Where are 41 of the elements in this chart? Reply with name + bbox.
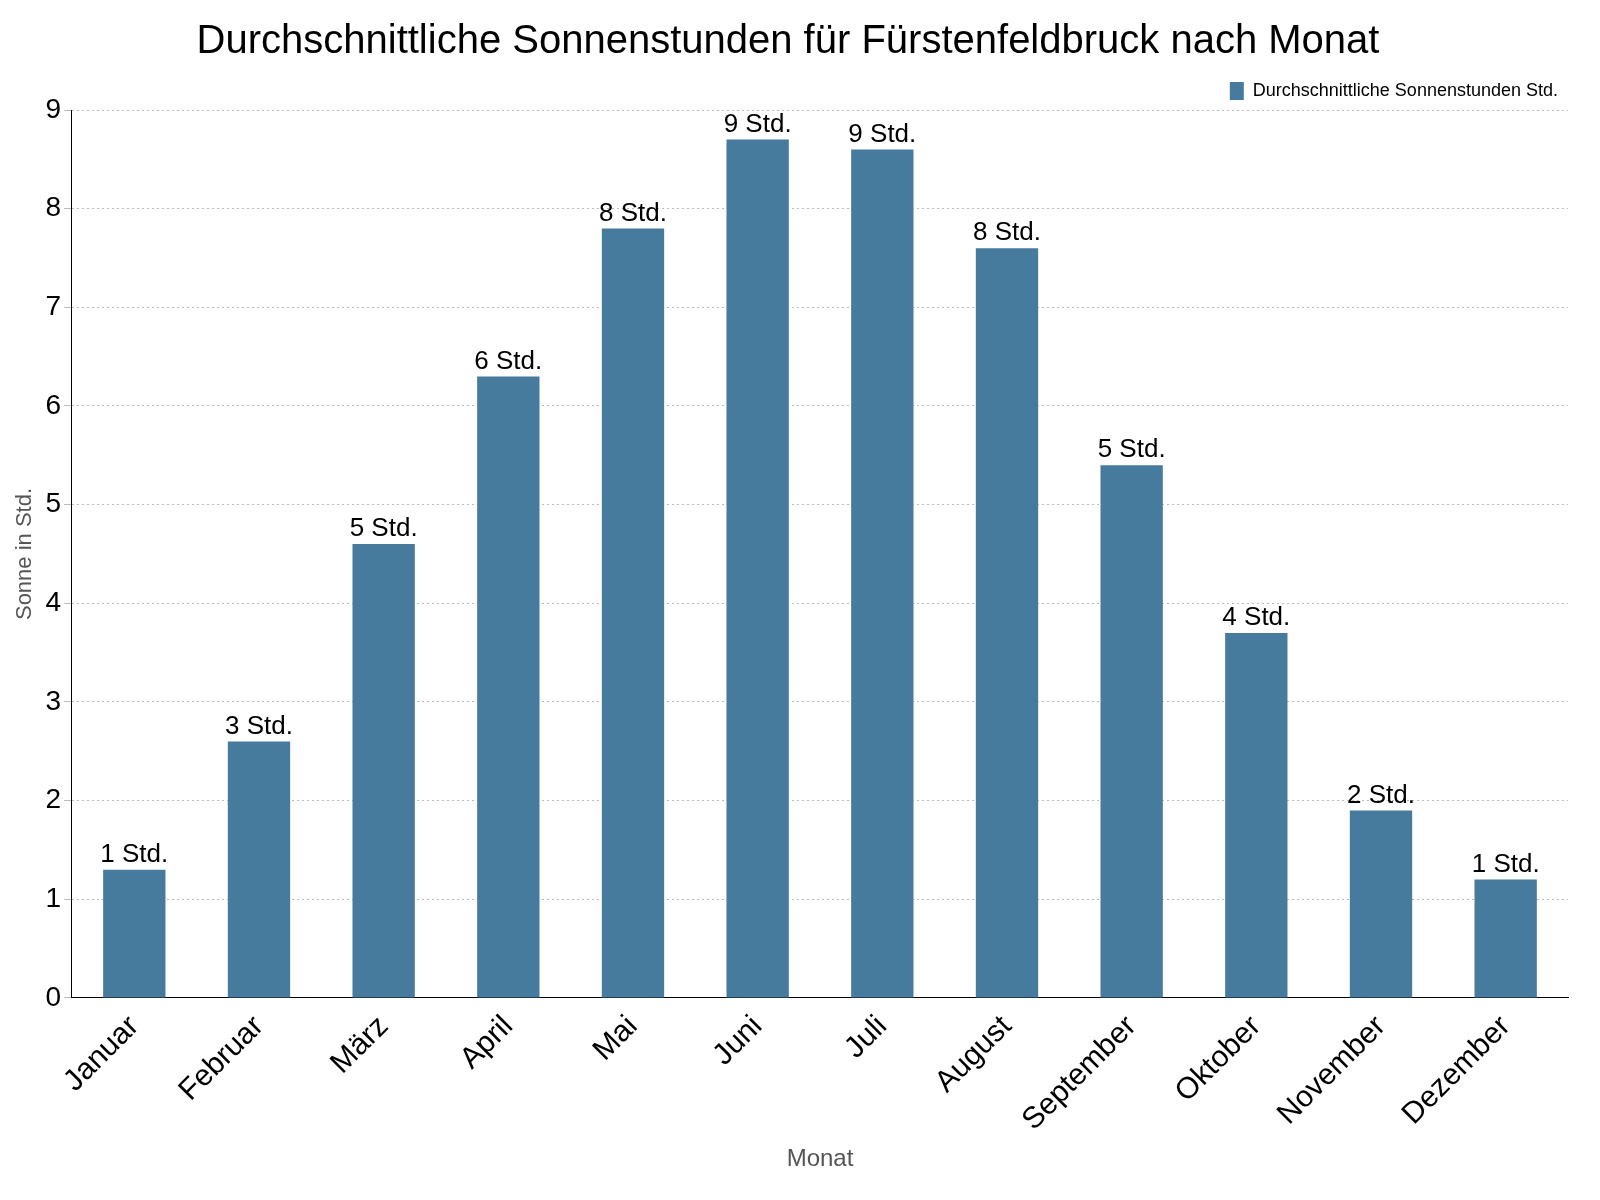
x-tick-label: Mai — [585, 1008, 644, 1066]
bar — [601, 228, 665, 998]
bar — [103, 869, 166, 998]
data-label: 1 Std. — [100, 837, 169, 868]
y-tick-label: 5 — [45, 487, 61, 519]
bar — [726, 139, 789, 998]
x-tick-label: Juni — [705, 1008, 768, 1071]
chart-title: Durchschnittliche Sonnenstunden für Fürstenfeldbruck nach Monat — [196, 17, 1380, 62]
data-label: 9 Std. — [848, 117, 917, 148]
bar — [1474, 879, 1537, 998]
bar — [352, 544, 415, 998]
bar — [227, 741, 291, 998]
bar — [477, 376, 540, 998]
y-tick-label: 2 — [45, 783, 61, 815]
bar — [1100, 465, 1163, 998]
data-label: 4 Std. — [1222, 601, 1291, 632]
x-axis-title: Monat — [786, 1144, 854, 1172]
y-tick-label: 0 — [45, 980, 61, 1012]
legend-label: Durchschnittliche Sonnenstunden Std. — [1252, 79, 1559, 100]
data-label: 6 Std. — [474, 344, 543, 375]
data-label: 9 Std. — [723, 107, 792, 138]
data-label: 1 Std. — [1471, 847, 1540, 878]
y-tick-label: 9 — [45, 92, 61, 124]
data-label: 5 Std. — [349, 512, 418, 543]
y-tick-label: 7 — [45, 290, 61, 322]
bar — [1349, 810, 1413, 998]
y-tick-label: 4 — [45, 586, 61, 618]
bar — [975, 248, 1039, 998]
y-tick-label: 8 — [45, 191, 61, 223]
x-tick-label: Juli — [837, 1008, 893, 1064]
data-label: 8 Std. — [599, 196, 667, 227]
data-label: 8 Std. — [973, 216, 1041, 247]
y-tick-label: 3 — [45, 684, 61, 716]
data-label: 5 Std. — [1097, 433, 1166, 464]
bar — [1225, 632, 1288, 998]
y-tick-label: 6 — [45, 388, 61, 420]
bar — [851, 149, 914, 998]
y-tick-label: 1 — [45, 882, 61, 914]
data-label: 2 Std. — [1347, 778, 1415, 809]
y-axis-title: Sonne in Std. — [11, 487, 37, 621]
data-label: 3 Std. — [225, 709, 293, 740]
